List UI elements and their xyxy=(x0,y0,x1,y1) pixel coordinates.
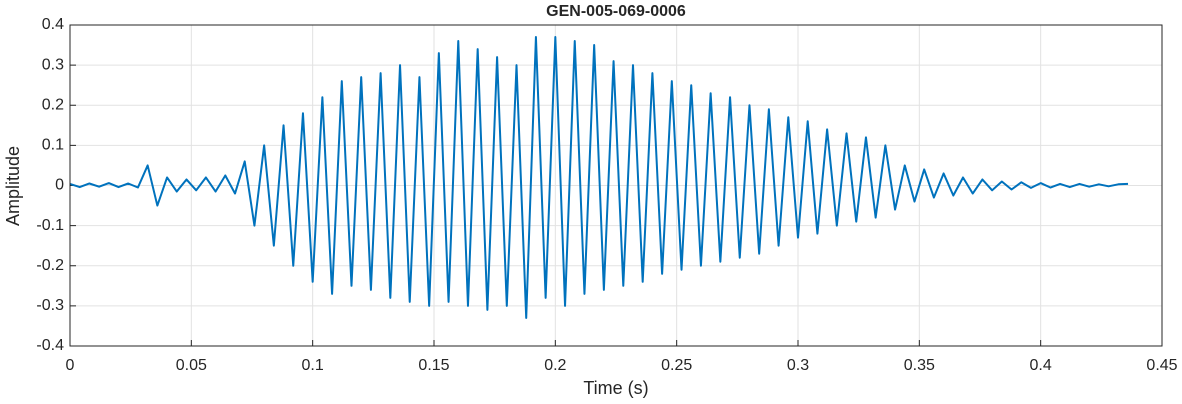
waveform-line xyxy=(69,36,1129,319)
plot-frame xyxy=(69,24,1163,347)
x-tick-label: 0.2 xyxy=(544,357,566,374)
y-tick-label: 0 xyxy=(55,177,64,194)
x-tick-label: 0.15 xyxy=(418,357,449,374)
x-tick-label: 0.05 xyxy=(176,357,207,374)
x-tick-label: 0.3 xyxy=(787,357,809,374)
x-tick-label: 0.1 xyxy=(302,357,324,374)
x-tick-label: 0.35 xyxy=(904,357,935,374)
x-tick-label: 0.4 xyxy=(1030,357,1052,374)
y-tick-label: -0.1 xyxy=(36,217,64,234)
y-tick-label: 0.3 xyxy=(42,56,64,73)
x-tick-label: 0.25 xyxy=(661,357,692,374)
y-tick-label: -0.4 xyxy=(36,337,64,354)
x-axis-label: Time (s) xyxy=(583,378,648,398)
x-tick-label: 0 xyxy=(66,357,75,374)
chart-title: GEN-005-069-0006 xyxy=(546,3,686,20)
y-tick-label: -0.2 xyxy=(36,257,64,274)
x-tick-label: 0.45 xyxy=(1146,357,1177,374)
y-axis-label: Amplitude xyxy=(3,146,23,226)
y-tick-label: 0.4 xyxy=(42,16,64,33)
y-tick-label: -0.3 xyxy=(36,297,64,314)
y-tick-label: 0.1 xyxy=(42,137,64,154)
y-tick-label: 0.2 xyxy=(42,96,64,113)
